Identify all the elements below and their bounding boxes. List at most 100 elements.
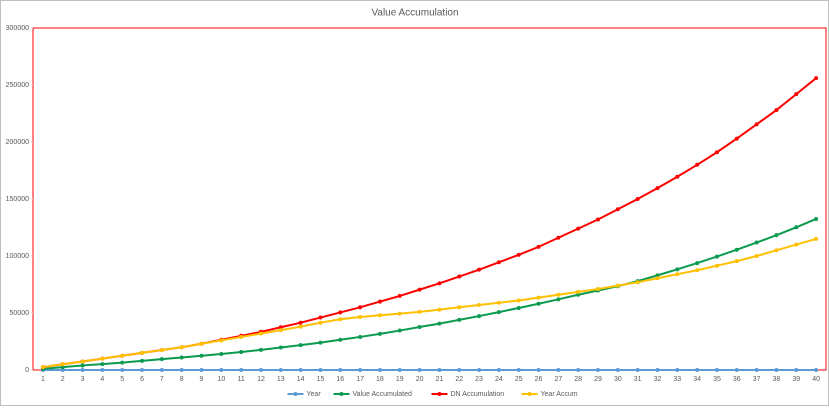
point [437, 368, 441, 372]
point [160, 348, 164, 352]
x-tick-label: 32 [654, 376, 662, 383]
point [537, 368, 541, 372]
point [655, 186, 659, 190]
point [358, 305, 362, 309]
point [358, 315, 362, 319]
point [318, 341, 322, 345]
point [715, 264, 719, 268]
point [100, 368, 104, 372]
x-tick-label: 33 [673, 376, 681, 383]
y-tick-label: 300000 [6, 25, 29, 32]
point [755, 122, 759, 126]
x-tick-label: 16 [336, 376, 344, 383]
x-tick-label: 24 [495, 376, 503, 383]
point [556, 236, 560, 240]
point [814, 217, 818, 221]
x-tick-label: 21 [436, 376, 444, 383]
x-tick-label: 37 [753, 376, 761, 383]
point [219, 368, 223, 372]
point [219, 338, 223, 342]
point [180, 355, 184, 359]
point [457, 275, 461, 279]
point [576, 290, 580, 294]
point [120, 368, 124, 372]
point [100, 362, 104, 366]
point [695, 163, 699, 167]
point [81, 368, 85, 372]
x-tick-label: 25 [515, 376, 523, 383]
point [735, 137, 739, 141]
x-tick-label: 11 [238, 376, 245, 383]
point [576, 368, 580, 372]
legend-label: Year Accum [541, 391, 578, 398]
point [418, 325, 422, 329]
point [477, 314, 481, 318]
point [636, 197, 640, 201]
point [655, 276, 659, 280]
point [735, 259, 739, 263]
point [814, 237, 818, 241]
x-tick-label: 5 [120, 376, 124, 383]
point [418, 288, 422, 292]
point [814, 76, 818, 80]
point [140, 368, 144, 372]
point [259, 348, 263, 352]
point [755, 254, 759, 258]
point [735, 368, 739, 372]
point [219, 352, 223, 356]
point [41, 365, 45, 369]
point [735, 248, 739, 252]
x-tick-label: 18 [376, 376, 384, 383]
point [596, 368, 600, 372]
point [239, 368, 243, 372]
point [398, 329, 402, 333]
point [299, 321, 303, 325]
y-tick-label: 150000 [6, 196, 29, 203]
point [794, 225, 798, 229]
x-tick-label: 3 [81, 376, 85, 383]
point [556, 368, 560, 372]
point [61, 362, 65, 366]
point [695, 261, 699, 265]
x-tick-label: 22 [455, 376, 463, 383]
point [239, 335, 243, 339]
legend-label: Year [307, 391, 322, 398]
x-tick-label: 17 [356, 376, 364, 383]
point [774, 368, 778, 372]
y-tick-label: 0 [25, 367, 29, 374]
point [517, 368, 521, 372]
point [418, 310, 422, 314]
point [477, 368, 481, 372]
point [537, 245, 541, 249]
x-tick-label: 14 [297, 376, 305, 383]
point [437, 308, 441, 312]
point [497, 368, 501, 372]
x-tick-label: 36 [733, 376, 741, 383]
point [318, 321, 322, 325]
point [715, 150, 719, 154]
point [497, 260, 501, 264]
point [398, 312, 402, 316]
point [398, 294, 402, 298]
point [318, 316, 322, 320]
point [398, 368, 402, 372]
point [378, 332, 382, 336]
point [517, 306, 521, 310]
y-tick-label: 50000 [10, 310, 30, 317]
point [418, 368, 422, 372]
point [794, 243, 798, 247]
point [140, 359, 144, 363]
point [120, 354, 124, 358]
point [318, 368, 322, 372]
point [378, 368, 382, 372]
point [774, 108, 778, 112]
x-tick-label: 20 [416, 376, 424, 383]
point [675, 368, 679, 372]
point [81, 359, 85, 363]
point [259, 332, 263, 336]
point [675, 175, 679, 179]
point [477, 268, 481, 272]
point [576, 227, 580, 231]
